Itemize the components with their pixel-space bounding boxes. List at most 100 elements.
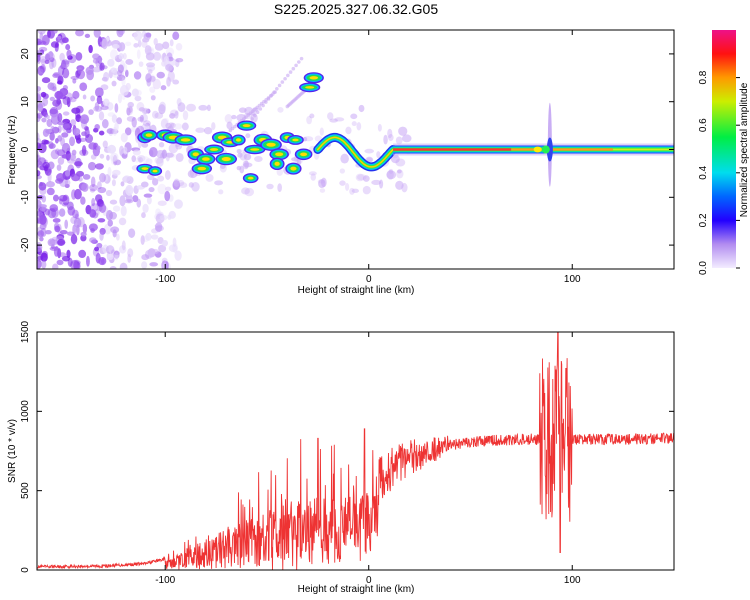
- noise-blob: [124, 199, 134, 204]
- noise-blob: [55, 100, 63, 111]
- noise-blob: [37, 230, 45, 238]
- noise-blob: [140, 235, 145, 245]
- snr-ytick-label: 500: [20, 482, 31, 499]
- noise-blob: [107, 58, 115, 67]
- burst-peak: [292, 138, 299, 142]
- noise-blob: [156, 71, 165, 79]
- noise-blob: [37, 199, 42, 209]
- haze-blob: [314, 135, 323, 142]
- noise-blob: [101, 38, 108, 50]
- noise-blob: [120, 181, 125, 187]
- noise-blob: [110, 67, 117, 73]
- noise-blob: [46, 118, 53, 128]
- haze-blob: [366, 157, 373, 163]
- haze-blob: [195, 127, 205, 133]
- snr-ytick-label: 1500: [20, 320, 31, 343]
- noise-blob: [109, 211, 117, 220]
- wave-core: [317, 136, 394, 168]
- haze-blob: [320, 177, 327, 188]
- noise-blob: [89, 209, 97, 218]
- noise-blob: [69, 136, 76, 147]
- noise-blob: [132, 195, 139, 203]
- noise-blob: [37, 241, 43, 253]
- noise-blob: [134, 95, 142, 102]
- noise-blob: [141, 261, 148, 269]
- noise-blob: [101, 76, 108, 82]
- noise-blob: [107, 144, 117, 154]
- haze-blob: [170, 109, 179, 117]
- noise-blob: [42, 128, 50, 137]
- noise-blob: [116, 30, 124, 38]
- haze-blob: [178, 182, 188, 189]
- noise-blob: [149, 262, 159, 267]
- burst-peak: [192, 152, 199, 157]
- haze-blob: [334, 117, 345, 122]
- noise-blob: [38, 182, 47, 191]
- haze-blob: [168, 143, 178, 154]
- snr-xtick-label: 0: [366, 575, 372, 586]
- noise-blob: [71, 149, 77, 156]
- haze-blob: [154, 112, 164, 119]
- haze-blob: [302, 136, 308, 142]
- noise-blob: [37, 150, 40, 158]
- noise-blob: [57, 35, 62, 40]
- noise-blob: [138, 107, 145, 112]
- noise-blob: [159, 214, 168, 221]
- colorbar-label: Normalized spectral amplitude: [739, 82, 750, 217]
- colorbar-tick-label: 0.8: [698, 70, 709, 84]
- noise-blob: [44, 229, 52, 235]
- noise-blob: [66, 96, 71, 108]
- noise-blob: [40, 91, 47, 98]
- figure-title: S225.2025.327.06.32.G05: [274, 1, 438, 17]
- noise-blob: [143, 193, 153, 198]
- haze-blob: [319, 188, 326, 193]
- noise-blob: [99, 62, 105, 71]
- noise-blob: [37, 132, 40, 142]
- noise-blob: [55, 148, 60, 155]
- burst-peak: [209, 148, 219, 151]
- noise-blob: [37, 86, 41, 92]
- burst-peak: [242, 124, 251, 128]
- haze-blob: [198, 104, 208, 111]
- noise-blob: [50, 149, 60, 160]
- noise-blob: [37, 103, 44, 113]
- noise-blob: [107, 166, 112, 177]
- noise-blob: [107, 219, 113, 227]
- haze-blob: [398, 126, 408, 136]
- burst-peak: [202, 157, 210, 161]
- haze-blob: [191, 181, 200, 192]
- noise-blob: [150, 95, 156, 101]
- noise-blob: [41, 250, 48, 258]
- haze-blob: [339, 168, 346, 174]
- noise-blob: [95, 163, 104, 170]
- haze-blob: [396, 169, 404, 179]
- noise-blob: [62, 121, 72, 131]
- haze-blob: [154, 157, 164, 164]
- noise-blob: [44, 208, 51, 216]
- noise-blob: [162, 41, 170, 50]
- spike-peak: [533, 146, 542, 153]
- noise-blob: [80, 196, 86, 205]
- noise-blob: [107, 253, 114, 260]
- haze-blob: [186, 103, 197, 112]
- colorbar-tick-label: 0.4: [698, 165, 709, 179]
- noise-blob: [125, 184, 134, 196]
- noise-blob: [45, 114, 50, 120]
- noise-blob: [116, 117, 123, 125]
- noise-blob: [100, 84, 109, 91]
- noise-blob: [66, 249, 71, 259]
- noise-blob: [88, 44, 93, 54]
- noise-blob: [127, 248, 134, 258]
- noise-blob: [49, 108, 58, 115]
- noise-blob: [66, 231, 75, 236]
- haze-blob: [306, 115, 313, 125]
- noise-blob: [64, 219, 69, 229]
- noise-blob: [116, 74, 126, 81]
- noise-blob: [97, 181, 102, 190]
- noise-blob: [73, 161, 83, 167]
- noise-blob: [41, 77, 51, 84]
- haze-blob: [390, 154, 400, 164]
- noise-blob: [59, 94, 67, 100]
- noise-blob: [97, 187, 107, 194]
- noise-blob: [52, 73, 61, 79]
